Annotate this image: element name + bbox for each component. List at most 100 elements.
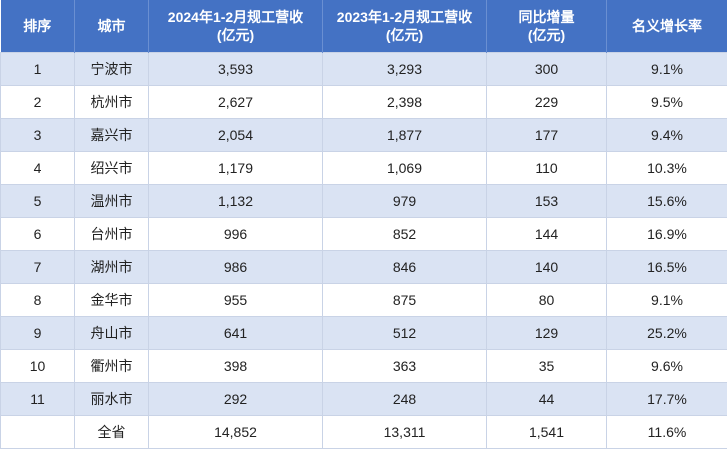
header-text: 2023年1-2月规工营收 (336, 9, 473, 25)
table-cell: 248 (322, 382, 487, 416)
table-cell: 986 (148, 250, 323, 284)
table-cell: 丽水市 (74, 382, 149, 416)
header-cell: 名义增长率 (606, 0, 727, 53)
table-cell: 衢州市 (74, 349, 149, 383)
table-cell: 229 (486, 85, 607, 119)
table-cell: 292 (148, 382, 323, 416)
table-cell: 10.3% (606, 151, 727, 185)
table-cell: 17.7% (606, 382, 727, 416)
table-cell: 温州市 (74, 184, 149, 218)
table-cell: 9.4% (606, 118, 727, 152)
table-cell: 25.2% (606, 316, 727, 350)
table-cell: 9.1% (606, 52, 727, 86)
table-cell: 11.6% (606, 415, 727, 449)
header-text: 排序 (23, 18, 52, 34)
table-cell: 1 (0, 52, 75, 86)
table-cell: 110 (486, 151, 607, 185)
table-cell: 641 (148, 316, 323, 350)
table-row: 2 杭州市 2,627 2,398 229 9.5% (0, 85, 727, 119)
table-cell: 35 (486, 349, 607, 383)
table-row: 7 湖州市 986 846 140 16.5% (0, 250, 727, 284)
header-cell: 2023年1-2月规工营收 (亿元) (322, 0, 487, 53)
table-cell: 300 (486, 52, 607, 86)
table-cell: 846 (322, 250, 487, 284)
table-cell: 16.9% (606, 217, 727, 251)
table-cell: 10 (0, 349, 75, 383)
table-cell: 363 (322, 349, 487, 383)
header-text: (亿元) (216, 27, 255, 43)
total-row: 全省 14,852 13,311 1,541 11.6% (0, 415, 727, 449)
table-cell: 金华市 (74, 283, 149, 317)
table-cell: 嘉兴市 (74, 118, 149, 152)
table-cell: 5 (0, 184, 75, 218)
table-cell: 2,627 (148, 85, 323, 119)
table-cell: 14,852 (148, 415, 323, 449)
table-cell: 1,179 (148, 151, 323, 185)
table-cell: 398 (148, 349, 323, 383)
table-cell: 15.6% (606, 184, 727, 218)
table-cell: 9.6% (606, 349, 727, 383)
table-cell: 9.5% (606, 85, 727, 119)
header-cell: 排序 (0, 0, 75, 53)
table-cell: 2,398 (322, 85, 487, 119)
table-cell: 台州市 (74, 217, 149, 251)
table-cell: 1,069 (322, 151, 487, 185)
table-cell: 11 (0, 382, 75, 416)
table-cell: 7 (0, 250, 75, 284)
table-cell: 512 (322, 316, 487, 350)
table-cell: 875 (322, 283, 487, 317)
header-text: 城市 (97, 18, 126, 34)
table-cell: 979 (322, 184, 487, 218)
table-cell: 湖州市 (74, 250, 149, 284)
table-cell: 80 (486, 283, 607, 317)
table-cell (0, 415, 75, 449)
header-cell: 城市 (74, 0, 149, 53)
table-row: 1 宁波市 3,593 3,293 300 9.1% (0, 52, 727, 86)
table-cell: 129 (486, 316, 607, 350)
table-cell: 宁波市 (74, 52, 149, 86)
table-cell: 16.5% (606, 250, 727, 284)
header-cell: 2024年1-2月规工营收 (亿元) (148, 0, 323, 53)
table-cell: 1,132 (148, 184, 323, 218)
table-cell: 杭州市 (74, 85, 149, 119)
table-cell: 1,877 (322, 118, 487, 152)
table-row: 9 舟山市 641 512 129 25.2% (0, 316, 727, 350)
table-row: 4 绍兴市 1,179 1,069 110 10.3% (0, 151, 727, 185)
table-row: 10 衢州市 398 363 35 9.6% (0, 349, 727, 383)
table-cell: 996 (148, 217, 323, 251)
table-cell: 2,054 (148, 118, 323, 152)
table-cell: 9.1% (606, 283, 727, 317)
table-cell: 3 (0, 118, 75, 152)
table-row: 3 嘉兴市 2,054 1,877 177 9.4% (0, 118, 727, 152)
table-cell: 9 (0, 316, 75, 350)
table-cell: 177 (486, 118, 607, 152)
table-cell: 3,593 (148, 52, 323, 86)
table-row: 11 丽水市 292 248 44 17.7% (0, 382, 727, 416)
table-row: 8 金华市 955 875 80 9.1% (0, 283, 727, 317)
header-text: 名义增长率 (632, 18, 702, 34)
table-cell: 8 (0, 283, 75, 317)
table-cell: 144 (486, 217, 607, 251)
table-cell: 绍兴市 (74, 151, 149, 185)
table-cell: 13,311 (322, 415, 487, 449)
header-row: 排序 城市 2024年1-2月规工营收 (亿元) 2023年1-2月规工营收 (亿元) 同比… (0, 0, 727, 53)
header-cell: 同比增量 (亿元) (486, 0, 607, 53)
table-cell: 140 (486, 250, 607, 284)
header-text: 同比增量 (518, 9, 575, 25)
table-cell: 1,541 (486, 415, 607, 449)
header-text: (亿元) (385, 27, 424, 43)
table-row: 6 台州市 996 852 144 16.9% (0, 217, 727, 251)
table-cell: 153 (486, 184, 607, 218)
table-cell: 2 (0, 85, 75, 119)
table-cell: 6 (0, 217, 75, 251)
table-cell: 44 (486, 382, 607, 416)
table-row: 5 温州市 1,132 979 153 15.6% (0, 184, 727, 218)
table-cell: 3,293 (322, 52, 487, 86)
table-cell: 4 (0, 151, 75, 185)
table-cell: 955 (148, 283, 323, 317)
header-text: 2024年1-2月规工营收 (167, 9, 304, 25)
table-body: 1 宁波市 3,593 3,293 300 9.1% 2 杭州市 2,627 2,398 229 9.… (0, 52, 727, 449)
header-text: (亿元) (527, 27, 566, 43)
